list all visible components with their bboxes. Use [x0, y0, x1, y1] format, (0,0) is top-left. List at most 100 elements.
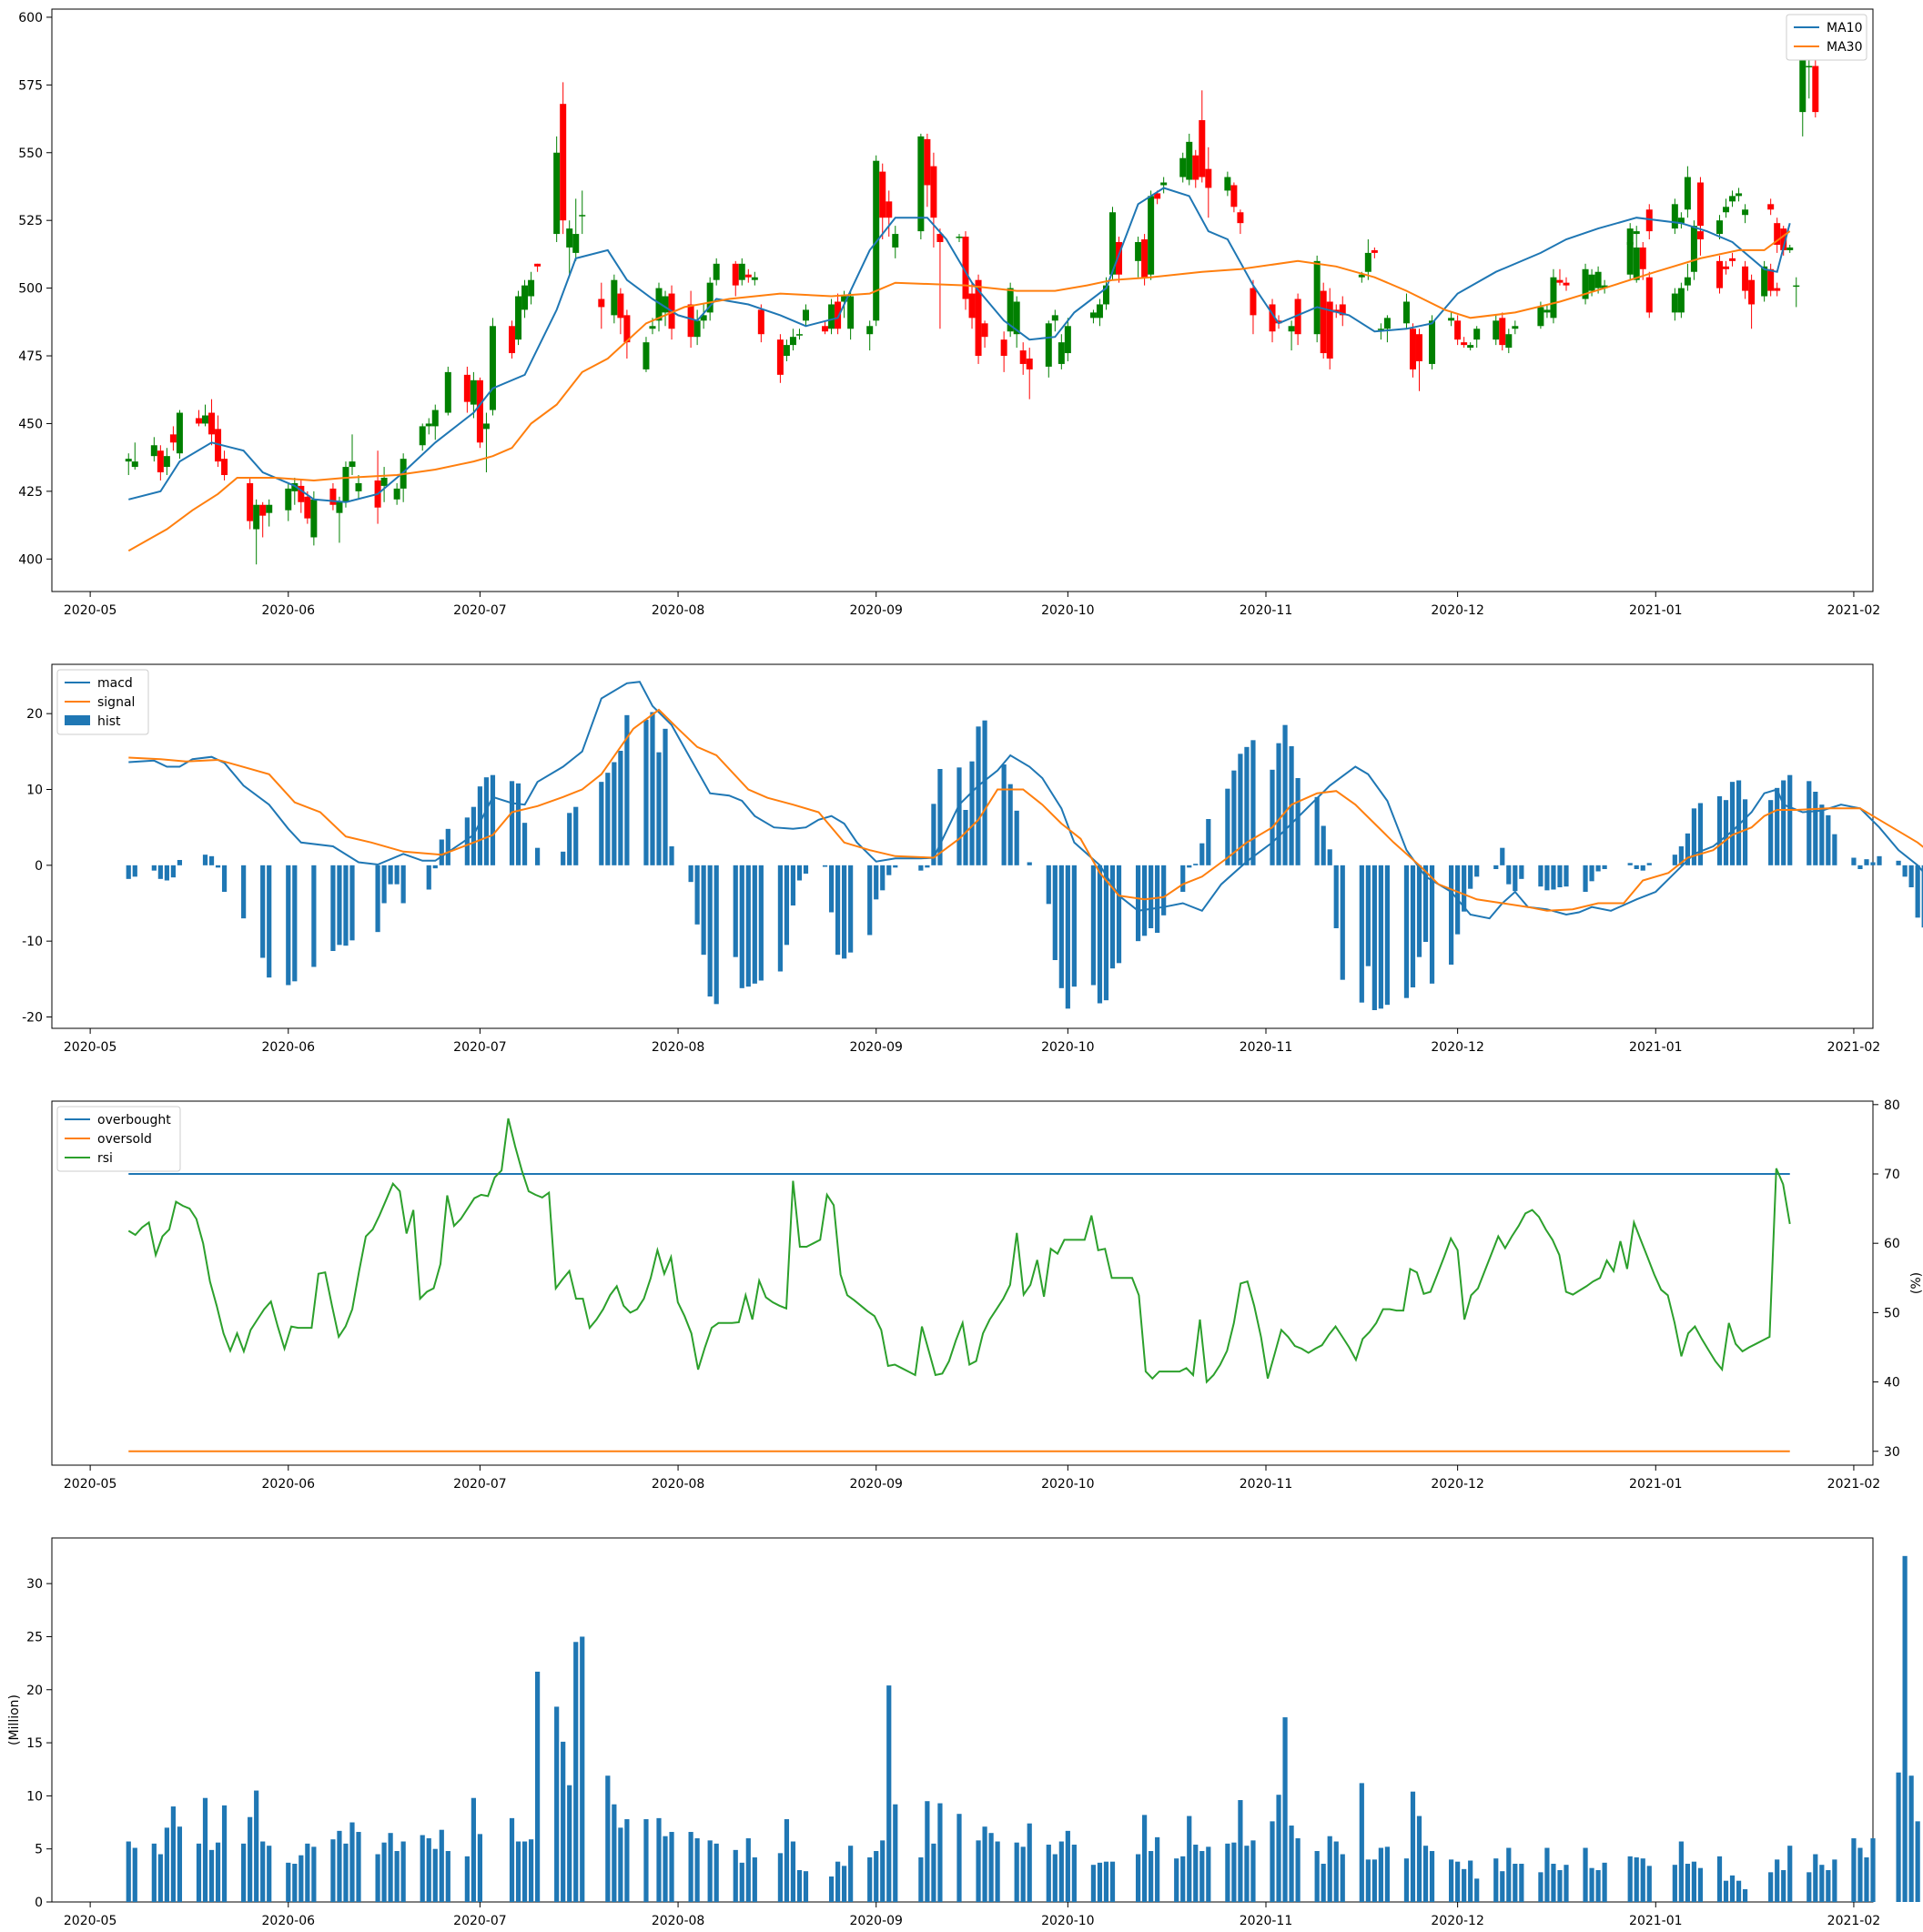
- candle-body: [310, 499, 318, 538]
- candle-body: [662, 296, 669, 313]
- hist-bar: [1544, 865, 1550, 891]
- hist-bar: [1832, 834, 1837, 865]
- x-tick-label: 2021-02: [1827, 1477, 1881, 1492]
- hist-bar: [151, 865, 157, 871]
- candle-body: [560, 104, 567, 221]
- volume-bar: [739, 1862, 744, 1902]
- volume-bar: [784, 1819, 790, 1902]
- candle-body: [1696, 231, 1704, 240]
- candle-body: [1723, 266, 1730, 269]
- hist-bar: [1206, 819, 1211, 865]
- candle-body: [1645, 209, 1653, 232]
- volume-bar: [988, 1833, 994, 1902]
- candle-body: [1736, 193, 1743, 197]
- candle-body: [643, 342, 650, 369]
- candle-body: [1313, 260, 1321, 335]
- volume-bar: [170, 1806, 176, 1902]
- candle-body: [1186, 141, 1193, 180]
- candle-body: [1058, 342, 1065, 364]
- candle-body: [744, 274, 752, 278]
- plot-frame: [51, 1537, 1874, 1903]
- candle-body: [917, 136, 925, 232]
- hist-bar: [1678, 846, 1684, 865]
- hist-bar: [337, 865, 342, 946]
- candle-body: [528, 279, 535, 297]
- volume-bar: [1723, 1880, 1729, 1902]
- legend-box: [1786, 14, 1867, 61]
- hist-bar: [1864, 859, 1869, 865]
- volume-bar: [1142, 1815, 1148, 1902]
- hist-bar: [777, 865, 783, 972]
- volume-bar: [260, 1841, 266, 1902]
- candle-body: [706, 282, 714, 313]
- candle-body: [1371, 249, 1378, 253]
- volume-bar: [1058, 1841, 1064, 1902]
- volume-bar: [937, 1803, 943, 1902]
- candle-body: [1671, 204, 1678, 229]
- x-tick-label: 2020-10: [1041, 1477, 1095, 1492]
- hist-bar: [1857, 865, 1863, 869]
- candle-body: [1154, 193, 1161, 199]
- volume-bar: [561, 1741, 566, 1902]
- hist-bar: [1513, 865, 1518, 892]
- candle-body: [1505, 334, 1513, 349]
- hist-bar: [842, 865, 847, 959]
- candle-body: [841, 296, 848, 302]
- candle-body: [1045, 323, 1052, 367]
- hist-bar: [1403, 865, 1410, 998]
- hist-bar: [1001, 764, 1007, 865]
- legend-label: macd: [97, 676, 133, 691]
- candle-body: [1199, 120, 1206, 177]
- y-tick-label: 525: [18, 214, 43, 228]
- candle-body: [342, 467, 349, 502]
- volume-bar: [1403, 1858, 1410, 1902]
- x-tick-label: 2021-01: [1629, 1040, 1683, 1055]
- hist-bar: [822, 865, 828, 867]
- hist-bar: [1333, 865, 1339, 928]
- y-tick-label: 20: [26, 1684, 43, 1698]
- volume-bar: [624, 1819, 630, 1902]
- hist-bar: [164, 865, 169, 881]
- volume-bar: [221, 1805, 228, 1902]
- volume-bar: [267, 1846, 272, 1902]
- volume-bar: [1020, 1846, 1026, 1902]
- hist-bar: [867, 865, 873, 936]
- candle-body: [247, 482, 254, 521]
- hist-bar: [1672, 855, 1677, 865]
- candle-body: [150, 445, 157, 457]
- y-tick-label: -10: [22, 935, 43, 949]
- volume-bar: [842, 1866, 847, 1902]
- volume-bar: [1071, 1845, 1077, 1902]
- volume-bar: [643, 1819, 649, 1902]
- volume-bar: [1583, 1847, 1588, 1902]
- candle-body: [1729, 258, 1736, 261]
- y-tick-label: 600: [18, 11, 43, 25]
- volume-bar: [1729, 1875, 1736, 1902]
- hist-bar: [1896, 860, 1901, 865]
- volume-bar: [1416, 1816, 1422, 1902]
- candle-body: [1499, 318, 1506, 346]
- volume-bar: [1493, 1858, 1499, 1902]
- hist-bar: [400, 865, 406, 904]
- volume-bar: [835, 1861, 841, 1902]
- volume-bar: [1384, 1846, 1390, 1902]
- volume-bar: [1193, 1845, 1199, 1902]
- volume-bar: [337, 1830, 342, 1902]
- candle-body: [285, 488, 292, 511]
- x-tick-label: 2020-05: [64, 603, 117, 618]
- candle-body: [1761, 266, 1768, 297]
- candle-body: [1013, 301, 1020, 335]
- candle-body: [866, 326, 874, 335]
- candle-body: [822, 326, 829, 332]
- volume-bar: [1090, 1865, 1097, 1902]
- legend-box: [56, 1106, 181, 1172]
- hist-bar: [1327, 849, 1332, 865]
- candle-body: [1633, 247, 1640, 280]
- candle-body: [1224, 177, 1231, 191]
- volume-bar: [400, 1841, 406, 1902]
- volume-bar: [1231, 1842, 1237, 1902]
- hist-bar: [848, 865, 854, 953]
- volume-bar: [1052, 1854, 1058, 1902]
- volume-bar: [1513, 1864, 1518, 1902]
